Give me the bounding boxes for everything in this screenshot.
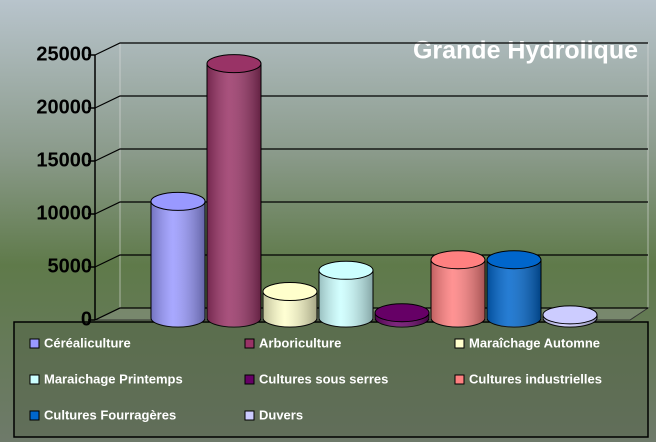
legend-swatch <box>244 374 255 385</box>
cylinder-top <box>542 305 598 325</box>
chart-title: Grande Hydrolique <box>413 37 638 65</box>
legend-swatch <box>29 410 40 421</box>
bar <box>374 303 430 328</box>
cylinder-top <box>150 191 206 211</box>
legend-label: Cultures sous serres <box>259 371 388 386</box>
legend-box <box>13 321 649 438</box>
legend-swatch <box>244 410 255 421</box>
legend-label: Maraichage Printemps <box>44 371 183 386</box>
cylinder-shade <box>431 259 485 327</box>
bar <box>318 260 374 328</box>
bar <box>262 282 318 328</box>
legend-label: Maraîchage Automne <box>469 335 600 350</box>
y-tick-label: 10000 <box>36 202 92 224</box>
bar <box>486 250 542 328</box>
legend-label: Céréaliculture <box>44 335 131 350</box>
grid-line <box>94 201 648 215</box>
y-tick-label: 25000 <box>36 43 92 65</box>
y-tick-label: 20000 <box>36 96 92 118</box>
legend-swatch <box>29 374 40 385</box>
cylinder-shade <box>319 270 373 327</box>
cylinder-shade <box>151 201 205 327</box>
cylinder-top <box>374 303 430 323</box>
legend-swatch <box>454 374 465 385</box>
legend-label: Arboriculture <box>259 335 341 350</box>
legend-label: Cultures Fourragères <box>44 407 176 422</box>
cylinder-top <box>318 260 374 280</box>
legend-label: Duvers <box>259 407 303 422</box>
grid-line <box>94 148 648 162</box>
bar <box>430 250 486 328</box>
bar <box>542 305 598 328</box>
y-tick-label: 0 <box>81 308 92 330</box>
grid-line <box>94 95 648 109</box>
cylinder-shade <box>207 63 261 327</box>
cylinder-shade <box>263 291 317 327</box>
legend-swatch <box>454 338 465 349</box>
cylinder-top <box>262 282 318 301</box>
legend-swatch <box>29 338 40 349</box>
bar <box>206 54 262 328</box>
bar <box>150 191 206 328</box>
grid-line <box>94 42 648 56</box>
y-tick-label: 15000 <box>36 149 92 171</box>
y-tick-label: 5000 <box>48 255 93 277</box>
cylinder-shade <box>487 259 541 327</box>
cylinder-top <box>206 54 262 74</box>
cylinder-top <box>486 250 542 270</box>
legend-swatch <box>244 338 255 349</box>
cylinder-top <box>430 250 486 270</box>
legend-label: Cultures industrielles <box>469 371 602 386</box>
